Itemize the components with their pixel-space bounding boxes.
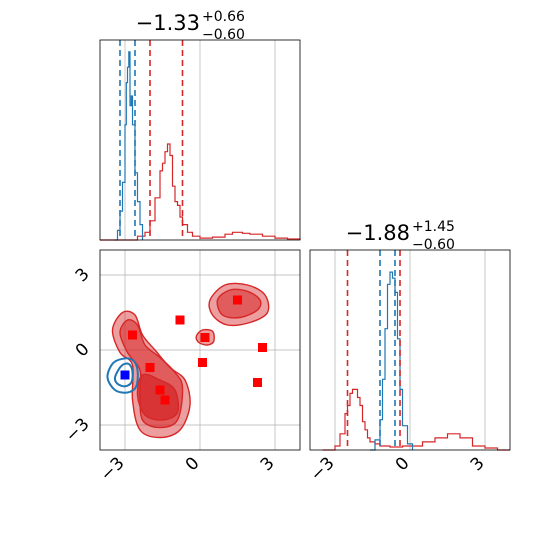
x-tick-label: −3 [97, 453, 129, 485]
blue-histogram [370, 271, 414, 451]
marginal-x-panel [99, 39, 301, 241]
marginal-y-panel [309, 249, 511, 451]
y-tick-label: 3 [72, 264, 94, 286]
red-histogram [100, 143, 301, 241]
panel-title: −1.33 +0.66 −0.60 [136, 9, 245, 43]
panel-title: −1.88 +1.45 −0.60 [346, 219, 455, 253]
joint-xy-panel [99, 249, 301, 451]
axes-frame [99, 249, 301, 451]
red-marker [175, 315, 185, 325]
red-marker [198, 358, 207, 367]
red-marker [253, 378, 262, 387]
title-lower: −0.60 [412, 237, 455, 253]
blue-histogram [115, 51, 144, 241]
title-upper: +1.45 [412, 219, 455, 235]
axes-frame [309, 249, 511, 451]
y-tick-label: 0 [72, 339, 94, 361]
x-tick-label: −3 [307, 453, 339, 485]
red-marker [160, 395, 170, 405]
blue-contour-inner [113, 362, 134, 388]
titles: −1.33 +0.66−0.60−1.88 +1.45−0.60 [136, 9, 455, 253]
title-upper: +0.66 [202, 9, 245, 25]
title-value: −1.88 [346, 221, 410, 245]
axes-frame [99, 39, 301, 241]
red-histogram [322, 388, 510, 451]
blue-contour-outer [106, 357, 139, 394]
red-marker [155, 385, 165, 395]
x-tick-label: 0 [392, 453, 414, 475]
x-tick-label: 3 [257, 453, 279, 475]
red-marker [200, 333, 210, 342]
title-lower: −0.60 [202, 27, 245, 43]
y-tick-label: −3 [62, 414, 94, 446]
red-marker [258, 343, 267, 352]
red-marker [145, 363, 155, 372]
blue-marker [120, 370, 130, 380]
red-marker [128, 330, 137, 340]
red-contour-inner [136, 373, 180, 421]
title-value: −1.33 [136, 11, 200, 35]
red-marker [233, 295, 242, 305]
x-tick-label: 3 [467, 453, 489, 475]
x-tick-label: 0 [182, 453, 204, 475]
